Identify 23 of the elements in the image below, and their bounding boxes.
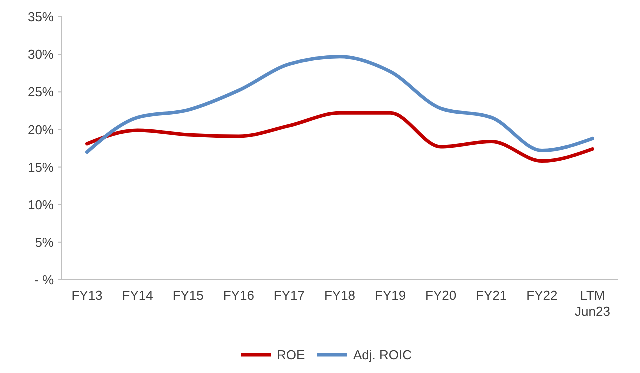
y-tick-label: 35% [28,10,54,25]
line-series [86,111,594,164]
y-tick-label: - % [34,272,54,288]
y-tick-label: 20% [28,122,54,138]
y-tick-label: 30% [28,47,54,62]
x-tick-label: FY13 [72,288,103,303]
x-tick-label: FY14 [122,288,154,303]
y-tick-label: 5% [35,234,54,250]
x-tick-label: FY21 [476,288,508,303]
line-series [86,55,594,154]
y-tick-label: 10% [28,197,54,212]
x-tick-label: FY22 [526,288,558,303]
x-tick-label: FY17 [274,288,305,303]
legend-label: Adj. ROIC [354,348,412,363]
x-tick-label: FY18 [324,288,356,303]
x-tick-label: FY19 [375,288,406,303]
y-tick-label: 15% [28,160,54,175]
x-tick-label: LTM Jun23 [575,288,610,319]
y-tick-label: 25% [28,84,54,100]
x-tick-label: FY20 [426,288,457,303]
x-tick-label: FY16 [223,288,254,303]
legend-label: ROE [277,348,306,363]
x-tick-label: FY15 [172,288,204,303]
